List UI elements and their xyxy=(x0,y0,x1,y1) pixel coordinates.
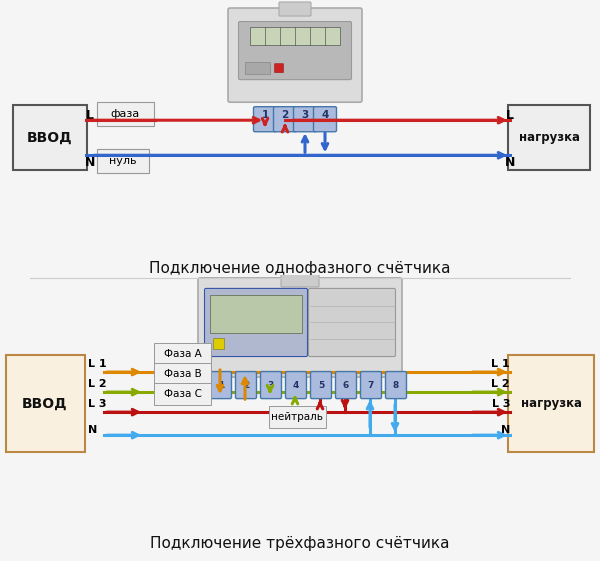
Text: N: N xyxy=(85,156,95,169)
Text: ВВОД: ВВОД xyxy=(22,397,68,411)
Text: 1: 1 xyxy=(218,380,224,389)
Text: Подключение трёхфазного счётчика: Подключение трёхфазного счётчика xyxy=(150,536,450,551)
Text: 2: 2 xyxy=(281,110,289,120)
FancyBboxPatch shape xyxy=(97,149,149,173)
FancyBboxPatch shape xyxy=(13,105,87,171)
FancyBboxPatch shape xyxy=(228,8,362,102)
Text: 3: 3 xyxy=(268,380,274,389)
FancyBboxPatch shape xyxy=(361,371,382,399)
Text: N: N xyxy=(501,425,510,435)
FancyBboxPatch shape xyxy=(154,363,211,385)
Text: 4: 4 xyxy=(322,110,329,120)
FancyBboxPatch shape xyxy=(308,288,395,357)
FancyBboxPatch shape xyxy=(214,338,224,350)
FancyBboxPatch shape xyxy=(279,2,311,16)
FancyBboxPatch shape xyxy=(260,371,281,399)
FancyBboxPatch shape xyxy=(211,371,232,399)
FancyBboxPatch shape xyxy=(386,371,407,399)
FancyBboxPatch shape xyxy=(97,102,154,126)
FancyBboxPatch shape xyxy=(254,107,277,132)
Text: L 2: L 2 xyxy=(88,379,107,389)
Text: 5: 5 xyxy=(318,380,324,389)
Text: N: N xyxy=(88,425,97,435)
Text: 2: 2 xyxy=(243,380,249,389)
FancyBboxPatch shape xyxy=(245,62,270,74)
Text: L: L xyxy=(506,109,514,122)
FancyBboxPatch shape xyxy=(154,343,211,365)
FancyBboxPatch shape xyxy=(269,406,326,428)
Text: L 1: L 1 xyxy=(491,359,510,369)
FancyBboxPatch shape xyxy=(250,27,340,45)
FancyBboxPatch shape xyxy=(314,107,337,132)
FancyBboxPatch shape xyxy=(274,107,296,132)
Text: L 3: L 3 xyxy=(88,399,107,409)
Text: нагрузка: нагрузка xyxy=(521,397,581,410)
Text: нейтраль: нейтраль xyxy=(271,412,323,422)
Text: Фаза А: Фаза А xyxy=(164,349,202,359)
FancyBboxPatch shape xyxy=(239,21,352,80)
FancyBboxPatch shape xyxy=(210,295,302,333)
Text: нагрузка: нагрузка xyxy=(518,131,580,144)
FancyBboxPatch shape xyxy=(6,355,85,452)
FancyBboxPatch shape xyxy=(205,288,308,357)
FancyBboxPatch shape xyxy=(293,107,317,132)
FancyBboxPatch shape xyxy=(198,278,402,377)
Text: 8: 8 xyxy=(393,380,399,389)
Text: 3: 3 xyxy=(301,110,308,120)
FancyBboxPatch shape xyxy=(281,271,319,287)
Text: 7: 7 xyxy=(368,380,374,389)
Text: Фаза С: Фаза С xyxy=(163,389,202,399)
FancyBboxPatch shape xyxy=(235,371,257,399)
FancyBboxPatch shape xyxy=(508,355,594,452)
Text: N: N xyxy=(505,156,515,169)
FancyBboxPatch shape xyxy=(508,105,590,171)
Text: 1: 1 xyxy=(262,110,269,120)
Text: ВВОД: ВВОД xyxy=(27,131,73,145)
FancyBboxPatch shape xyxy=(335,371,356,399)
Text: Фаза В: Фаза В xyxy=(164,369,202,379)
FancyBboxPatch shape xyxy=(286,371,307,399)
Text: фаза: фаза xyxy=(110,109,140,119)
Text: 6: 6 xyxy=(343,380,349,389)
Text: L: L xyxy=(86,109,94,122)
FancyBboxPatch shape xyxy=(311,371,331,399)
Text: L 1: L 1 xyxy=(88,359,107,369)
Text: 4: 4 xyxy=(293,380,299,389)
Text: L 2: L 2 xyxy=(491,379,510,389)
Text: L 3: L 3 xyxy=(491,399,510,409)
FancyBboxPatch shape xyxy=(154,383,211,405)
Text: нуль: нуль xyxy=(109,157,137,166)
Text: Подключение однофазного счётчика: Подключение однофазного счётчика xyxy=(149,261,451,276)
FancyBboxPatch shape xyxy=(275,63,284,72)
